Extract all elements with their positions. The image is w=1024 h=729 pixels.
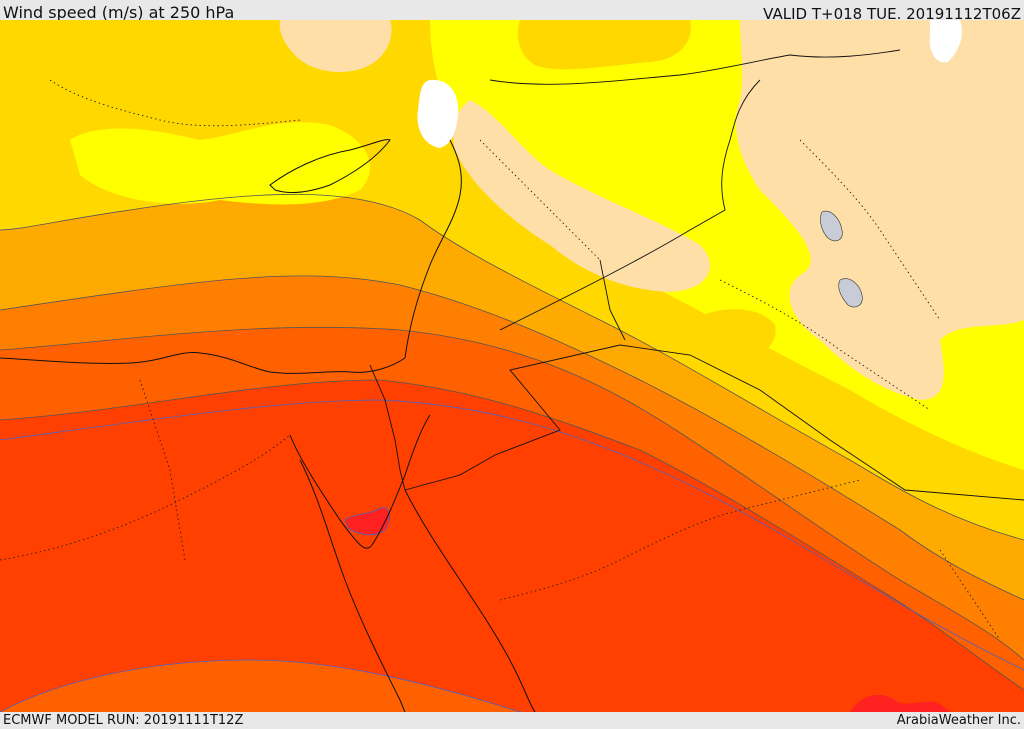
coastlines	[0, 139, 536, 712]
credit-label: ArabiaWeather Inc.	[896, 713, 1021, 728]
band-peak-se	[850, 694, 950, 712]
contour-lines	[0, 193, 1024, 691]
map-title: Wind speed (m/s) at 250 hPa	[3, 3, 235, 22]
band-mid-north	[517, 20, 691, 70]
country-borders	[369, 49, 1024, 501]
band-mid-east-patch	[689, 309, 776, 361]
band-very-low-ne	[929, 20, 962, 63]
wind-speed-map	[0, 20, 1024, 712]
band-low-east	[736, 20, 1024, 400]
valid-time: VALID T+018 TUE. 20191112T06Z	[763, 5, 1021, 23]
footer-bar: ECMWF MODEL RUN: 20191111T12Z ArabiaWeat…	[0, 712, 1024, 729]
band-peak-sinai	[344, 507, 391, 536]
contour-lines-blue	[0, 399, 1024, 712]
lake-urmia	[820, 210, 843, 242]
model-run: ECMWF MODEL RUN: 20191111T12Z	[3, 713, 244, 728]
header-bar: Wind speed (m/s) at 250 hPa VALID T+018 …	[0, 0, 1024, 23]
band-low-north	[279, 20, 392, 73]
internal-borders	[0, 79, 1001, 641]
lake-hamun	[838, 278, 863, 308]
band-low-center	[453, 100, 710, 292]
band-higher-southwest	[0, 660, 520, 712]
band-very-low	[417, 79, 459, 148]
yellow-patch-west	[70, 122, 370, 205]
